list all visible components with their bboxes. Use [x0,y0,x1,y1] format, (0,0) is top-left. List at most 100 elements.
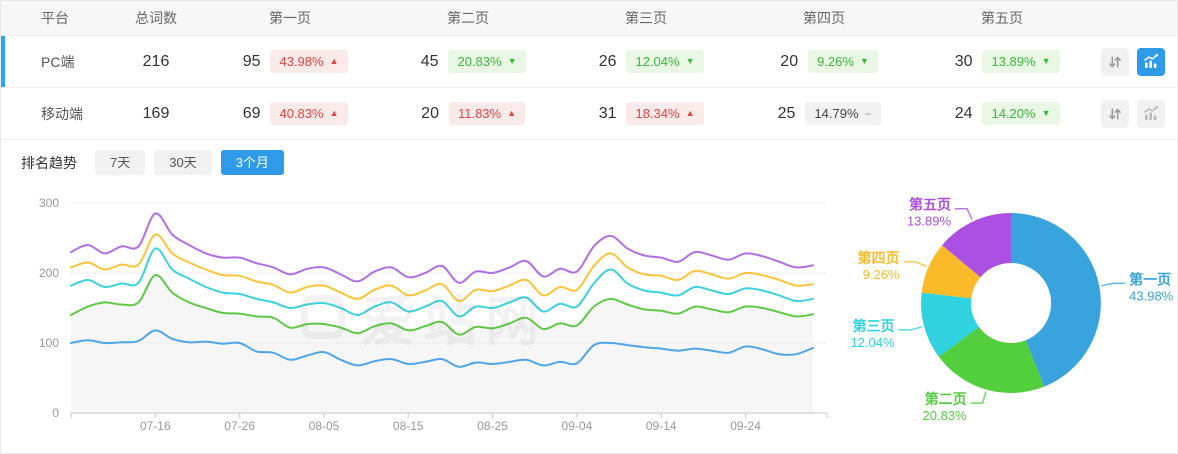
page-2-cell: 20 11.83% ▲ [379,102,557,125]
y-tick-label: 200 [39,266,59,280]
trend-line-第一页 [70,329,814,368]
trend-title: 排名趋势 [21,154,77,171]
page-change-pct: 11.83% [457,106,502,121]
col-page-3: 第三页 [625,10,667,26]
page-count: 69 [242,104,261,122]
sort-button[interactable] [1101,99,1129,128]
page-change-pct: 9.26% [817,54,854,69]
donut-label-line-第二页 [970,391,987,404]
donut-label-line-第四页 [903,261,927,268]
page-count: 24 [954,104,973,122]
donut-slice-第二页[interactable] [938,326,1045,393]
page-change-badge: 13.89% ▼ [982,50,1060,73]
page-change-badge: 18.34% ▲ [626,102,704,125]
page-4-cell: 25 14.79% − [735,102,913,125]
page-change-badge: 9.26% ▼ [808,50,878,73]
page-change-pct: 40.83% [279,106,324,121]
donut-label-pct: 9.26% [863,267,900,282]
page-5-cell: 30 13.89% ▼ [913,50,1091,73]
page-change-pct: 14.79% [814,106,859,121]
trend-line-第五页(累计) [70,212,814,284]
page-change-badge: 14.79% − [805,102,881,125]
rank-table: 平台 总词数 第一页 第二页 第三页 第四页 第五页 PC端 216 95 43.98… [1,1,1177,140]
trend-up-icon: ▲ [685,108,695,118]
page-count: 30 [954,52,973,70]
x-tick-label: 09-04 [562,419,593,433]
page-count: 20 [421,104,439,122]
y-tick-label: 0 [52,406,59,420]
trend-line-第三页(累计) [70,247,814,318]
page-change-badge: 20.83% ▼ [448,50,526,73]
page-count: 31 [598,104,617,122]
trend-chart-button[interactable] [1137,99,1165,128]
col-page-5: 第五页 [981,10,1023,26]
table-body: PC端 216 95 43.98% ▲ 45 20.83% ▼ 26 12.04% ▼ 20 9.26%… [1,36,1177,140]
y-tick-label: 300 [39,196,59,210]
page-change-pct: 43.98% [279,54,324,69]
donut-label-line-第五页 [955,207,973,220]
x-tick-label: 07-26 [224,419,255,433]
donut-label-name: 第一页 [1129,271,1171,287]
donut-label-name: 第五页 [909,197,951,213]
trend-up-icon: ▲ [329,56,339,66]
trend-chart-button[interactable] [1137,47,1165,76]
donut-slice-第四页[interactable] [921,245,981,299]
x-tick-label: 09-14 [646,419,677,433]
trend-down-icon: ▼ [1041,108,1051,118]
platform-name: PC端 [41,53,75,70]
col-total-words: 总词数 [135,10,177,26]
page-change-badge: 14.20% ▼ [982,102,1060,125]
x-tick-label: 07-16 [140,419,171,433]
donut-label-pct: 13.89% [907,214,952,229]
table-row-PC端[interactable]: PC端 216 95 43.98% ▲ 45 20.83% ▼ 26 12.04% ▼ 20 9.26%… [1,36,1177,88]
donut-label-pct: 12.04% [850,335,895,350]
col-page-4: 第四页 [803,10,845,26]
page-count: 45 [420,52,439,70]
charts-area: 07-16 07-26 08-05 08-15 08-25 09-04 09-14 09-24… [1,185,1177,453]
tab-30天[interactable]: 30天 [154,150,212,175]
tab-7天[interactable]: 7天 [95,150,146,175]
page-3-cell: 26 12.04% ▼ [557,50,735,73]
trend-down-icon: ▼ [1041,56,1051,66]
row-actions [1091,99,1177,128]
trend-line-chart: 07-16 07-26 08-05 08-15 08-25 09-04 09-14 09-24… [39,196,828,433]
page-5-cell: 24 14.20% ▼ [913,102,1091,125]
sort-arrows-icon [1109,107,1121,120]
donut-slice-第一页[interactable] [1011,213,1101,387]
page-count: 26 [598,52,617,70]
trend-down-icon: ▼ [859,56,869,66]
page-change-pct: 14.20% [991,106,1036,121]
donut-slice-第三页[interactable] [920,292,979,357]
page-count: 95 [242,52,261,70]
x-tick-label: 08-15 [393,419,424,433]
page-change-pct: 12.04% [635,54,680,69]
sort-button[interactable] [1101,47,1129,76]
page-count: 25 [777,104,796,122]
trend-down-icon: ▼ [685,56,695,66]
platform-name: 移动端 [41,105,83,122]
page-2-cell: 45 20.83% ▼ [379,50,557,73]
page-change-badge: 12.04% ▼ [626,50,704,73]
trend-up-icon: ▲ [329,108,339,118]
table-row-移动端[interactable]: 移动端 169 69 40.83% ▲ 20 11.83% ▲ 31 18.34% ▲ 25 14.79… [1,88,1177,140]
page-change-pct: 18.34% [635,106,680,121]
donut-label-name: 第三页 [853,318,895,334]
trend-up-icon: ▲ [507,108,517,118]
page-change-badge: 40.83% ▲ [270,102,348,125]
area-第二页(累计) [71,274,813,413]
donut-label-pct: 43.98% [1129,288,1174,303]
donut-slice-第五页[interactable] [942,213,1011,278]
page-change-pct: 13.89% [991,54,1036,69]
page-4-cell: 20 9.26% ▼ [735,50,913,73]
donut-label-pct: 20.83% [923,408,968,423]
donut-label-line-第三页 [898,326,923,331]
total-words: 169 [142,104,170,122]
page-1-cell: 69 40.83% ▲ [201,102,379,125]
trend-line-第四页(累计) [70,233,814,302]
donut-label-name: 第四页 [858,250,900,266]
page-change-pct: 20.83% [457,54,502,69]
y-tick-label: 100 [39,336,59,350]
tab-3个月[interactable]: 3个月 [220,150,284,175]
